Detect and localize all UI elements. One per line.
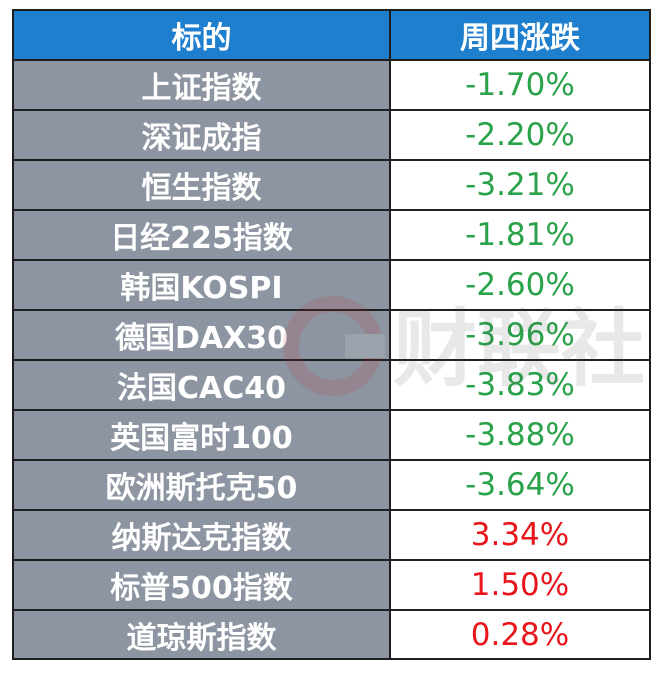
- index-name: 纳斯达克指数: [14, 511, 391, 559]
- index-change: -2.20%: [391, 111, 649, 159]
- table-row: 纳斯达克指数 3.34%: [14, 511, 649, 561]
- index-change: -3.83%: [391, 361, 649, 409]
- index-change: -1.70%: [391, 61, 649, 109]
- table-row: 道琼斯指数 0.28%: [14, 611, 649, 658]
- index-change: 1.50%: [391, 561, 649, 609]
- index-name: 日经225指数: [14, 211, 391, 259]
- index-name: 法国CAC40: [14, 361, 391, 409]
- index-name: 德国DAX30: [14, 311, 391, 359]
- index-name: 英国富时100: [14, 411, 391, 459]
- table-row: 恒生指数 -3.21%: [14, 161, 649, 211]
- index-change: -2.60%: [391, 261, 649, 309]
- index-name: 上证指数: [14, 61, 391, 109]
- index-change: -3.96%: [391, 311, 649, 359]
- index-change: -3.64%: [391, 461, 649, 509]
- table-row: 欧洲斯托克50 -3.64%: [14, 461, 649, 511]
- index-change: 3.34%: [391, 511, 649, 559]
- index-name: 欧洲斯托克50: [14, 461, 391, 509]
- index-name: 道琼斯指数: [14, 611, 391, 658]
- index-name: 深证成指: [14, 111, 391, 159]
- table-row: 英国富时100 -3.88%: [14, 411, 649, 461]
- table-row: 标普500指数 1.50%: [14, 561, 649, 611]
- header-name: 标的: [14, 11, 391, 59]
- table-header-row: 标的 周四涨跌: [14, 11, 649, 61]
- index-change: -1.81%: [391, 211, 649, 259]
- index-name: 恒生指数: [14, 161, 391, 209]
- index-change: -3.88%: [391, 411, 649, 459]
- index-change-table: 标的 周四涨跌 上证指数 -1.70% 深证成指 -2.20% 恒生指数 -3.21% 日经…: [12, 9, 651, 660]
- table-row: 日经225指数 -1.81%: [14, 211, 649, 261]
- index-change: 0.28%: [391, 611, 649, 658]
- table-row: 法国CAC40 -3.83%: [14, 361, 649, 411]
- table-row: 德国DAX30 -3.96%: [14, 311, 649, 361]
- index-change: -3.21%: [391, 161, 649, 209]
- header-change: 周四涨跌: [391, 11, 649, 59]
- table-row: 上证指数 -1.70%: [14, 61, 649, 111]
- table-row: 韩国KOSPI -2.60%: [14, 261, 649, 311]
- table-row: 深证成指 -2.20%: [14, 111, 649, 161]
- index-name: 标普500指数: [14, 561, 391, 609]
- index-name: 韩国KOSPI: [14, 261, 391, 309]
